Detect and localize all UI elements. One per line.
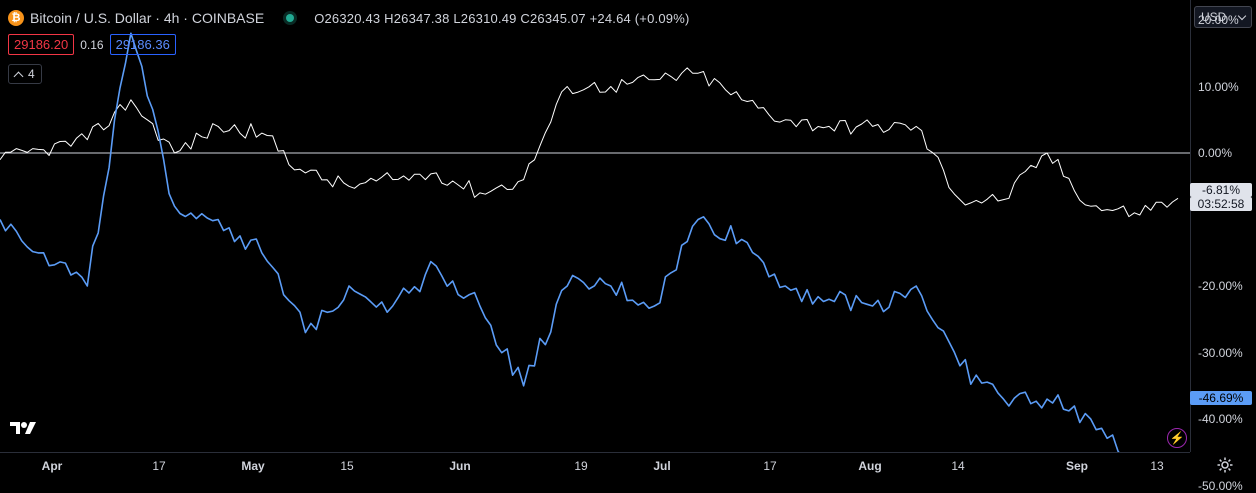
- chart-plot-area[interactable]: [0, 0, 1190, 452]
- tradingview-logo-icon[interactable]: [10, 420, 42, 441]
- settings-gear-icon[interactable]: [1216, 456, 1234, 474]
- symbol-title[interactable]: Bitcoin / U.S. Dollar · 4h · COINBASE: [30, 10, 265, 26]
- y-tick-label: -50.00%: [1198, 478, 1243, 493]
- main-price-series-line[interactable]: [0, 67, 1179, 218]
- indicator-count: 4: [28, 67, 35, 81]
- time-axis[interactable]: [0, 452, 1190, 478]
- y-tick-label: 10.00%: [1198, 79, 1239, 94]
- x-tick-label: Jun: [449, 459, 471, 473]
- ohlc-readout: O26320.43 H26347.38 L26310.49 C26345.07 …: [314, 10, 690, 26]
- x-tick-label: May: [241, 459, 265, 473]
- comparison-value-label: -46.69%: [1190, 391, 1252, 405]
- spread-value: 0.16: [80, 37, 104, 52]
- currency-label: USD: [1201, 10, 1227, 24]
- x-tick-label: 17: [152, 459, 166, 473]
- indicators-collapse-button[interactable]: 4: [8, 64, 42, 84]
- symbol-header: ₿ Bitcoin / U.S. Dollar · 4h · COINBASE …: [8, 8, 690, 28]
- y-tick-label: -40.00%: [1198, 412, 1243, 426]
- x-tick-label: 13: [1150, 459, 1164, 473]
- x-tick-label: 15: [340, 459, 354, 473]
- y-tick-label: -20.00%: [1198, 279, 1243, 293]
- comparison-series-line[interactable]: [0, 32, 1178, 452]
- x-tick-label: Sep: [1065, 459, 1089, 473]
- x-tick-label: 19: [574, 459, 588, 473]
- price-axis[interactable]: [1190, 0, 1256, 452]
- series-layer: [0, 32, 1179, 452]
- y-tick-label: 0.00%: [1198, 146, 1233, 160]
- buy-price-button[interactable]: 29186.36: [109, 34, 176, 55]
- bitcoin-icon: ₿: [8, 10, 24, 26]
- last-value-label: -6.81%: [1190, 183, 1252, 197]
- x-tick-label: 14: [951, 459, 965, 473]
- sell-price-button[interactable]: 29186.20: [8, 34, 75, 55]
- currency-select[interactable]: USD: [1194, 6, 1252, 28]
- x-tick-label: 17: [763, 459, 777, 473]
- y-tick-label: -30.00%: [1198, 345, 1243, 360]
- trade-prices: 29186.20 0.16 29186.36: [8, 34, 176, 55]
- lightning-icon[interactable]: ⚡: [1167, 428, 1187, 448]
- x-tick-label: Apr: [41, 459, 63, 473]
- status-dot-icon: [286, 14, 295, 22]
- bar-countdown-label: 03:52:58: [1190, 197, 1252, 211]
- chevron-up-icon: [13, 71, 24, 81]
- x-tick-label: Aug: [858, 459, 882, 473]
- y-tick-label: 20.00%: [1198, 13, 1239, 27]
- x-tick-label: Jul: [653, 459, 671, 473]
